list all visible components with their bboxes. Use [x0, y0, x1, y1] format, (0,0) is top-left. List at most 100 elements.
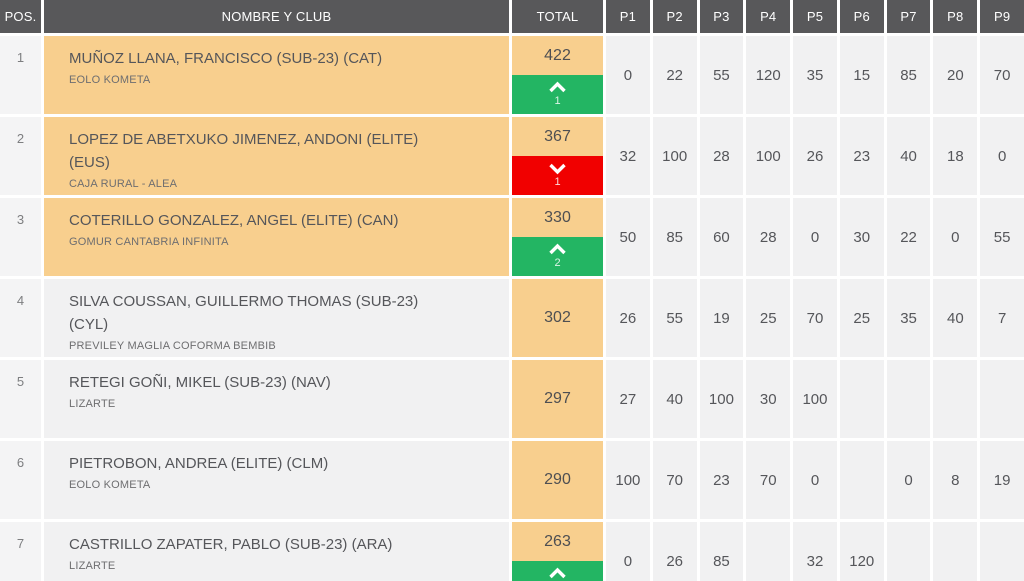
table-row: 7 CASTRILLO ZAPATER, PABLO (SUB-23) (ARA… — [0, 522, 1024, 581]
points-p1: 50 — [606, 198, 650, 276]
points-p7: 22 — [886, 198, 931, 276]
rider-cell: LOPEZ DE ABETXUKO JIMENEZ, ANDONI (ELITE… — [44, 117, 509, 195]
table-row: 2 LOPEZ DE ABETXUKO JIMENEZ, ANDONI (ELI… — [0, 117, 1024, 195]
position-cell: 3 — [0, 198, 41, 276]
total-points: 290 — [544, 471, 571, 488]
movement-amount: 2 — [554, 257, 561, 269]
points-p3: 23 — [699, 441, 744, 519]
chevron-down-icon — [549, 163, 566, 175]
points-p1: 0 — [606, 36, 650, 114]
header-stage-p7: P7 — [886, 0, 931, 33]
header-stage-p4: P4 — [746, 0, 791, 33]
points-p8: 40 — [933, 279, 978, 357]
points-p4: 30 — [746, 360, 791, 438]
points-p3: 85 — [699, 522, 744, 581]
rider-cell: PIETROBON, ANDREA (ELITE) (CLM) EOLO KOM… — [44, 441, 509, 519]
table-row: 5 RETEGI GOÑI, MIKEL (SUB-23) (NAV) LIZA… — [0, 360, 1024, 438]
points-p5: 0 — [793, 198, 837, 276]
rider-name: PIETROBON, ANDREA (ELITE) (CLM) — [69, 455, 329, 472]
table-row: 1 MUÑOZ LLANA, FRANCISCO (SUB-23) (CAT) … — [0, 36, 1024, 114]
points-p6 — [839, 360, 884, 438]
total-cell: 422 1 — [512, 36, 603, 114]
points-p9: 0 — [980, 117, 1024, 195]
total-cell: 367 1 — [512, 117, 603, 195]
points-p1: 27 — [606, 360, 650, 438]
points-p5: 35 — [793, 36, 837, 114]
points-p6: 15 — [839, 36, 884, 114]
points-p4: 28 — [746, 198, 791, 276]
points-p6: 120 — [839, 522, 884, 581]
header-total: TOTAL — [512, 0, 603, 33]
points-p8: 20 — [933, 36, 978, 114]
points-p7 — [886, 360, 931, 438]
points-p4: 100 — [746, 117, 791, 195]
total-cell: 302 — [512, 279, 603, 357]
points-p1: 26 — [606, 279, 650, 357]
rider-cell: COTERILLO GONZALEZ, ANGEL (ELITE) (CAN) … — [44, 198, 509, 276]
points-p7: 85 — [886, 36, 931, 114]
total-cell: 263 — [512, 522, 603, 581]
rider-name: RETEGI GOÑI, MIKEL (SUB-23) (NAV) — [69, 374, 331, 391]
rider-club: GOMUR CANTABRIA INFINITA — [69, 236, 229, 248]
chevron-up-icon — [549, 81, 566, 93]
points-p7: 0 — [886, 441, 931, 519]
table-header: POS. NOMBRE Y CLUB TOTAL P1 P2 P3 P4 P5 P6 P7 P… — [0, 0, 1024, 33]
total-points: 263 — [544, 532, 571, 550]
chevron-up-icon — [549, 243, 566, 255]
table-row: 6 PIETROBON, ANDREA (ELITE) (CLM) EOLO K… — [0, 441, 1024, 519]
header-stage-p8: P8 — [933, 0, 978, 33]
points-p9: 55 — [980, 198, 1024, 276]
points-p4: 70 — [746, 441, 791, 519]
points-p5: 70 — [793, 279, 837, 357]
rider-cell: RETEGI GOÑI, MIKEL (SUB-23) (NAV) LIZART… — [44, 360, 509, 438]
total-points: 330 — [544, 208, 571, 226]
points-p8: 8 — [933, 441, 978, 519]
points-p4: 25 — [746, 279, 791, 357]
total-points: 367 — [544, 127, 571, 145]
points-p1: 0 — [606, 522, 650, 581]
movement-amount: 1 — [554, 176, 561, 188]
points-p8: 0 — [933, 198, 978, 276]
header-stage-p9: P9 — [980, 0, 1024, 33]
header-stage-p2: P2 — [652, 0, 697, 33]
movement-amount: 1 — [554, 95, 561, 107]
points-p8 — [933, 522, 978, 581]
points-p3: 60 — [699, 198, 744, 276]
rider-club: CAJA RURAL - ALEA — [69, 178, 178, 190]
points-p3: 28 — [699, 117, 744, 195]
rider-club: EOLO KOMETA — [69, 74, 151, 86]
points-p1: 100 — [606, 441, 650, 519]
movement-indicator: 2 — [512, 237, 603, 276]
points-p2: 70 — [652, 441, 697, 519]
points-p8: 18 — [933, 117, 978, 195]
total-points: 302 — [544, 309, 571, 326]
position-cell: 7 — [0, 522, 41, 581]
rider-name: COTERILLO GONZALEZ, ANGEL (ELITE) (CAN) — [69, 212, 399, 229]
position-cell: 4 — [0, 279, 41, 357]
points-p9: 7 — [980, 279, 1024, 357]
points-p2: 22 — [652, 36, 697, 114]
points-p5: 100 — [793, 360, 837, 438]
rider-cell: SILVA COUSSAN, GUILLERMO THOMAS (SUB-23)… — [44, 279, 509, 357]
points-p9: 19 — [980, 441, 1024, 519]
points-p3: 19 — [699, 279, 744, 357]
rider-club: EOLO KOMETA — [69, 479, 151, 491]
total-cell: 290 — [512, 441, 603, 519]
position-cell: 6 — [0, 441, 41, 519]
movement-indicator — [512, 561, 603, 581]
rider-name: CASTRILLO ZAPATER, PABLO (SUB-23) (ARA) — [69, 536, 393, 553]
position-cell: 5 — [0, 360, 41, 438]
table-row: 3 COTERILLO GONZALEZ, ANGEL (ELITE) (CAN… — [0, 198, 1024, 276]
movement-indicator: 1 — [512, 75, 603, 114]
rider-name: SILVA COUSSAN, GUILLERMO THOMAS (SUB-23)… — [69, 293, 419, 333]
header-position: POS. — [0, 0, 41, 33]
points-p7: 40 — [886, 117, 931, 195]
points-p3: 100 — [699, 360, 744, 438]
points-p2: 85 — [652, 198, 697, 276]
points-p6: 23 — [839, 117, 884, 195]
points-p6 — [839, 441, 884, 519]
points-p6: 25 — [839, 279, 884, 357]
header-stage-p6: P6 — [839, 0, 884, 33]
